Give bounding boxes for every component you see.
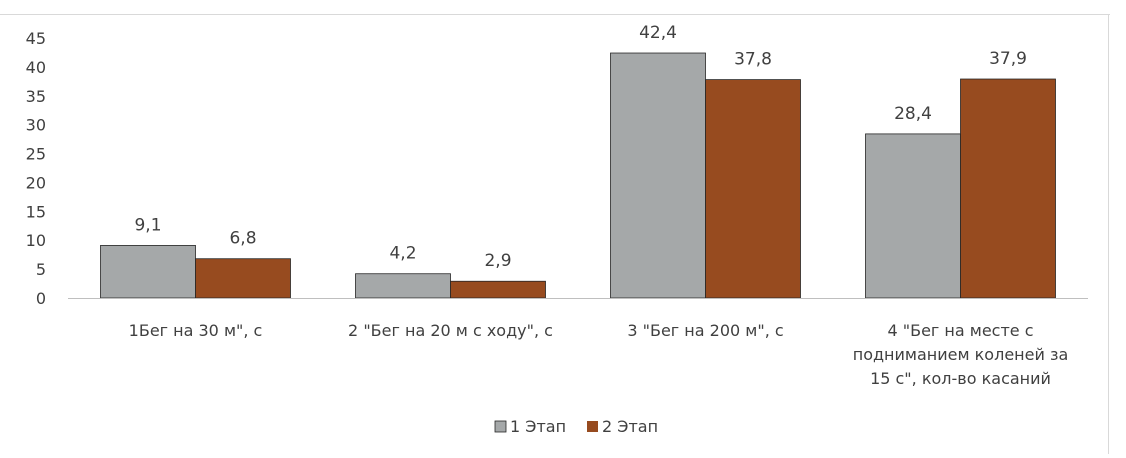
y-tick-label: 10 — [26, 231, 46, 250]
category-label: 1Бег на 30 м", с — [129, 321, 263, 340]
bars — [100, 52, 1056, 299]
category-label: 4 "Бег на месте с — [887, 321, 1033, 340]
y-tick-label: 45 — [26, 29, 46, 48]
category-label: 2 "Бег на 20 м с ходу", с — [348, 321, 553, 340]
bar-2-1 — [195, 258, 291, 299]
data-label: 6,8 — [229, 229, 256, 249]
data-label: 9,1 — [134, 215, 161, 235]
data-label: 42,4 — [639, 23, 677, 43]
category-label: 3 "Бег на 200 м", с — [627, 321, 783, 340]
legend-swatch-1 — [494, 420, 507, 433]
y-tick-label: 15 — [26, 202, 46, 221]
data-label: 37,9 — [989, 49, 1027, 69]
bar-2-3 — [705, 79, 801, 299]
y-tick-label: 5 — [36, 260, 46, 279]
legend: 1 Этап 2 Этап — [494, 417, 658, 436]
bar-1-2 — [355, 273, 451, 299]
data-label: 37,8 — [734, 50, 772, 70]
y-tick-label: 30 — [26, 116, 46, 135]
bar-2-4 — [960, 78, 1056, 299]
legend-swatch-2 — [587, 421, 598, 432]
bar-1-1 — [100, 245, 196, 299]
y-tick-label: 35 — [26, 87, 46, 106]
bar-1-4 — [865, 133, 961, 299]
x-axis: 1Бег на 30 м", с 2 "Бег на 20 м с ходу", … — [68, 298, 1088, 388]
bar-2-2 — [450, 280, 546, 299]
data-labels: 9,1 6,8 4,2 2,9 42,4 37,8 28,4 37,9 — [134, 23, 1026, 271]
y-axis: 0 5 10 15 20 25 30 35 40 45 — [26, 29, 46, 308]
chart-border-right — [1108, 14, 1109, 454]
chart-border-top — [0, 14, 1110, 15]
y-tick-label: 25 — [26, 145, 46, 164]
data-label: 28,4 — [894, 104, 932, 124]
data-label: 4,2 — [389, 244, 416, 264]
bar-1-3 — [610, 52, 706, 299]
legend-label-1: 1 Этап — [510, 417, 566, 436]
data-label: 2,9 — [484, 251, 511, 271]
legend-label-2: 2 Этап — [602, 417, 658, 436]
y-tick-label: 40 — [26, 58, 46, 77]
category-label: 15 с", кол-во касаний — [870, 369, 1051, 388]
y-tick-label: 0 — [36, 289, 46, 308]
y-tick-label: 20 — [26, 173, 46, 192]
category-label: подниманием коленей за — [853, 345, 1069, 364]
